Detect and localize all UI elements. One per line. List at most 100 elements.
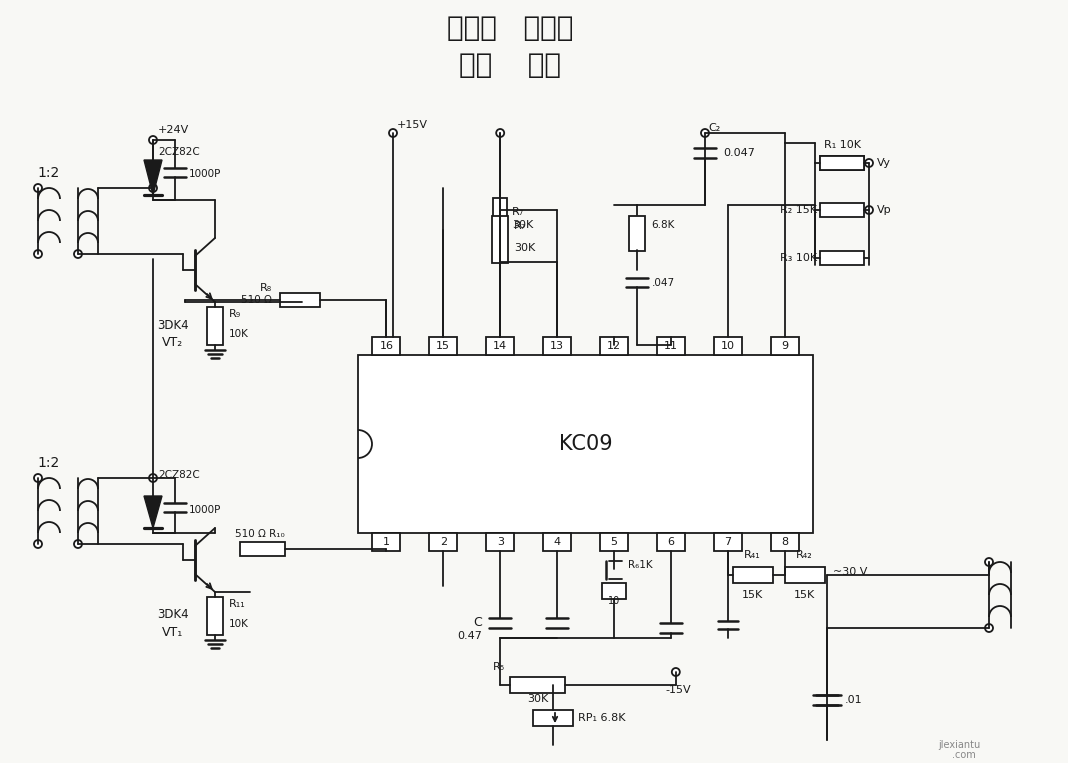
Text: R₅: R₅	[493, 662, 505, 672]
Text: 1000P: 1000P	[189, 169, 221, 179]
Circle shape	[34, 474, 42, 482]
Text: 2: 2	[440, 537, 446, 547]
Text: 5: 5	[611, 537, 617, 547]
Polygon shape	[144, 160, 162, 195]
Bar	[207, 307, 223, 345]
Text: R₁ 10K: R₁ 10K	[823, 140, 861, 150]
Text: R₄₁: R₄₁	[744, 550, 761, 560]
Text: 6: 6	[668, 537, 674, 547]
Bar	[543, 337, 571, 355]
Bar	[493, 198, 507, 233]
Text: 30K: 30K	[513, 220, 533, 230]
Bar	[207, 597, 223, 635]
Bar	[713, 533, 741, 551]
Circle shape	[389, 129, 397, 137]
Bar	[600, 533, 628, 551]
Bar	[373, 337, 400, 355]
Bar	[429, 337, 457, 355]
Text: C: C	[473, 617, 482, 629]
Circle shape	[865, 206, 873, 214]
Text: 3DK4: 3DK4	[157, 318, 189, 331]
Text: 输入    输出: 输入 输出	[459, 51, 561, 79]
Bar	[486, 337, 514, 355]
Text: 10: 10	[608, 596, 621, 606]
Bar	[771, 337, 799, 355]
Text: VT₁: VT₁	[162, 626, 184, 639]
Text: R₆1K: R₆1K	[628, 560, 653, 570]
Text: +24V: +24V	[158, 125, 189, 135]
Text: 6.8K: 6.8K	[651, 220, 675, 230]
Bar	[820, 251, 864, 265]
Bar	[511, 677, 565, 693]
Text: 7: 7	[724, 537, 732, 547]
Text: -15V: -15V	[665, 685, 691, 695]
Bar	[240, 542, 285, 556]
Text: 1000P: 1000P	[189, 505, 221, 515]
Text: 0.047: 0.047	[723, 148, 755, 158]
Text: 14: 14	[493, 341, 507, 351]
Polygon shape	[144, 496, 162, 528]
Text: KC09: KC09	[559, 434, 612, 454]
Text: 10K: 10K	[229, 619, 249, 629]
Bar	[785, 567, 824, 583]
Text: R₈: R₈	[260, 283, 272, 293]
Text: 16: 16	[379, 341, 393, 351]
Bar	[820, 156, 864, 170]
Circle shape	[34, 250, 42, 258]
Text: R₉: R₉	[229, 309, 241, 319]
Bar	[629, 215, 645, 250]
Bar	[543, 533, 571, 551]
Text: R₂ 15K: R₂ 15K	[780, 205, 817, 215]
Text: 0.47: 0.47	[457, 631, 482, 641]
Text: 12: 12	[607, 341, 621, 351]
Bar	[713, 337, 741, 355]
Circle shape	[34, 540, 42, 548]
Text: 30K: 30K	[514, 243, 535, 253]
Bar	[820, 203, 864, 217]
Circle shape	[865, 159, 873, 167]
Circle shape	[985, 624, 993, 632]
Text: 1:2: 1:2	[37, 166, 60, 180]
Text: 15K: 15K	[742, 590, 764, 600]
Circle shape	[701, 129, 709, 137]
Text: 13: 13	[550, 341, 564, 351]
Bar	[771, 533, 799, 551]
Text: 1:2: 1:2	[37, 456, 60, 470]
Bar	[733, 567, 772, 583]
Text: 30K: 30K	[528, 694, 549, 704]
Text: R₄₂: R₄₂	[796, 550, 813, 560]
Text: 510 Ω R₁₀: 510 Ω R₁₀	[235, 529, 285, 539]
Circle shape	[74, 250, 82, 258]
Text: 10: 10	[721, 341, 735, 351]
Circle shape	[74, 540, 82, 548]
Circle shape	[150, 136, 157, 144]
Text: Vy: Vy	[877, 158, 891, 168]
Text: 3DK4: 3DK4	[157, 609, 189, 622]
Bar	[657, 533, 685, 551]
Text: .01: .01	[845, 695, 862, 705]
Text: 510 Ω: 510 Ω	[241, 295, 272, 305]
Bar	[602, 583, 626, 599]
Bar	[486, 533, 514, 551]
Text: RP₁ 6.8K: RP₁ 6.8K	[578, 713, 626, 723]
Text: ~30 V: ~30 V	[833, 567, 867, 577]
Text: 1: 1	[383, 537, 390, 547]
Text: VT₂: VT₂	[162, 336, 184, 349]
Bar	[358, 355, 813, 533]
Text: 15: 15	[437, 341, 451, 351]
Text: R₃ 10K: R₃ 10K	[780, 253, 817, 263]
Bar	[600, 337, 628, 355]
Text: C₂: C₂	[708, 123, 720, 133]
Text: 11: 11	[664, 341, 678, 351]
Text: 4: 4	[553, 537, 561, 547]
Bar	[373, 533, 400, 551]
Text: Vp: Vp	[877, 205, 892, 215]
Bar	[533, 710, 574, 726]
Text: jlexiantu: jlexiantu	[938, 740, 980, 750]
Circle shape	[985, 558, 993, 566]
Text: 2CZ82C: 2CZ82C	[158, 147, 200, 157]
Bar	[657, 337, 685, 355]
Bar	[280, 293, 320, 307]
Text: .com: .com	[952, 750, 976, 760]
Text: 3: 3	[497, 537, 504, 547]
